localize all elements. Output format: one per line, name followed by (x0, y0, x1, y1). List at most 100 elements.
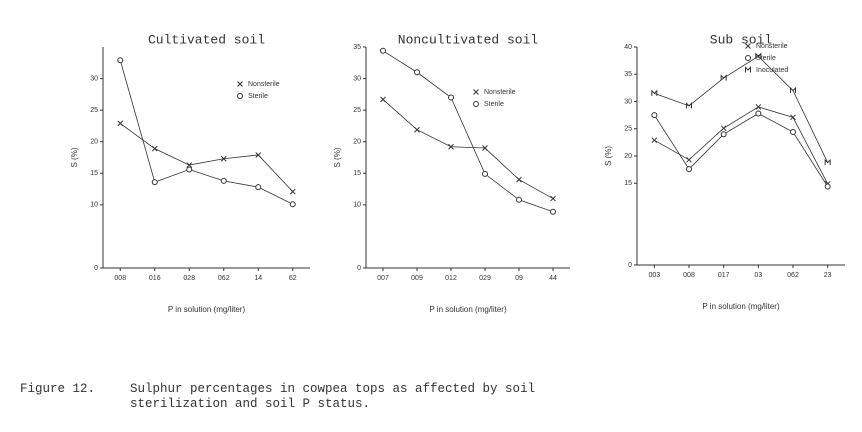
y-tick-label: 25 (624, 126, 632, 133)
marker-x (686, 156, 692, 163)
marker-x (790, 114, 796, 121)
marker-o (824, 183, 831, 190)
marker-o (237, 93, 243, 99)
y-tick-label: 30 (353, 75, 361, 82)
marker-x (720, 125, 727, 132)
marker-o (186, 166, 193, 173)
x-axis-label: P in solution (mg/liter) (168, 305, 246, 314)
marker-o (220, 177, 227, 184)
legend-label: Nonsterile (248, 81, 280, 88)
marker-x (117, 120, 124, 127)
marker-x (186, 162, 193, 168)
marker-o (651, 112, 658, 119)
y-tick-label: 0 (357, 265, 361, 272)
x-tick-label: 016 (149, 275, 161, 282)
marker-x (255, 152, 262, 158)
marker-o (151, 179, 158, 186)
x-axis-label: P in solution (mg/liter) (429, 305, 507, 314)
caption-text: Sulphur percentages in cowpea tops as af… (130, 382, 536, 411)
x-tick-label: 017 (718, 272, 730, 279)
y-tick-label: 15 (624, 180, 632, 187)
marker-o (414, 69, 420, 76)
x-tick-label: 44 (549, 275, 557, 282)
series-line (654, 55, 829, 163)
x-tick-label: 029 (479, 275, 491, 282)
marker-o (720, 131, 727, 138)
y-tick-label: 20 (90, 139, 98, 146)
x-tick-label: 062 (218, 275, 230, 282)
chart-title: Cultivated soil (148, 32, 265, 47)
marker-o (755, 110, 762, 117)
x-tick-label: 009 (411, 275, 423, 282)
x-tick-label: 012 (445, 275, 457, 282)
series-line (653, 113, 829, 187)
legend-label: Nonsterile (484, 89, 516, 96)
legend-label: Sterile (248, 93, 268, 100)
marker-m (686, 102, 692, 109)
figure-label: Figure 12. (20, 382, 96, 396)
marker-x (151, 145, 158, 152)
marker-x (448, 143, 454, 150)
caption: Figure 12. Sulphur percentages in cowpea… (20, 382, 605, 412)
marker-x (482, 145, 488, 151)
y-tick-label: 25 (353, 107, 361, 114)
marker-o (550, 208, 556, 215)
marker-x (380, 96, 386, 103)
y-tick-label: 40 (624, 44, 632, 51)
series-line (382, 50, 554, 213)
y-axis-label: S (%) (604, 146, 613, 166)
marker-m (745, 66, 751, 73)
marker-o (380, 47, 386, 54)
x-tick-label: 14 (254, 275, 262, 282)
y-tick-label: 0 (628, 262, 632, 269)
series-line (119, 60, 293, 205)
marker-m (790, 86, 796, 94)
series-line (120, 123, 294, 192)
marker-o (473, 101, 479, 107)
marker-o (255, 184, 262, 191)
x-tick-label: 23 (824, 272, 832, 279)
y-tick-label: 25 (90, 107, 98, 114)
marker-o (117, 57, 124, 64)
x-axis-label: P in solution (mg/liter) (702, 302, 780, 311)
y-tick-label: 0 (94, 265, 98, 272)
chart-title: Noncultivated soil (398, 32, 539, 47)
x-tick-label: 62 (289, 275, 297, 282)
marker-m (720, 74, 727, 81)
y-tick-label: 20 (624, 153, 632, 160)
marker-x (755, 104, 762, 110)
marker-x (550, 195, 556, 202)
marker-x (289, 188, 296, 195)
legend-label: Sterile (756, 55, 776, 62)
charts: Cultivated soil S (%) P in solution (mg/li… (70, 32, 845, 314)
y-tick-label: 20 (353, 139, 361, 146)
marker-x (651, 137, 658, 144)
legend-label: Inoculated (756, 67, 788, 74)
y-axis-label: S (%) (333, 147, 342, 167)
marker-o (686, 166, 692, 173)
y-tick-label: 30 (90, 75, 98, 82)
series-line (382, 99, 554, 199)
x-tick-label: 03 (754, 272, 762, 279)
x-tick-label: 09 (515, 275, 523, 282)
y-tick-label: 35 (353, 44, 361, 51)
x-tick-label: 008 (683, 272, 695, 279)
marker-m (755, 52, 762, 59)
marker-o (745, 55, 751, 61)
y-axis-label: S (%) (70, 147, 79, 167)
chart-title: Sub soil (710, 32, 773, 47)
x-tick-label: 008 (114, 275, 126, 282)
marker-o (790, 129, 796, 136)
marker-x (220, 155, 227, 162)
y-tick-label: 30 (624, 98, 632, 105)
marker-x (745, 43, 751, 49)
marker-m (651, 89, 658, 96)
legend-label: Nonsterile (756, 43, 788, 50)
legend-label: Sterile (484, 101, 504, 108)
y-tick-label: 10 (353, 202, 361, 209)
y-tick-label: 35 (624, 71, 632, 78)
marker-x (516, 176, 522, 183)
x-tick-label: 028 (183, 275, 195, 282)
marker-o (448, 94, 454, 101)
x-tick-label: 062 (787, 272, 799, 279)
